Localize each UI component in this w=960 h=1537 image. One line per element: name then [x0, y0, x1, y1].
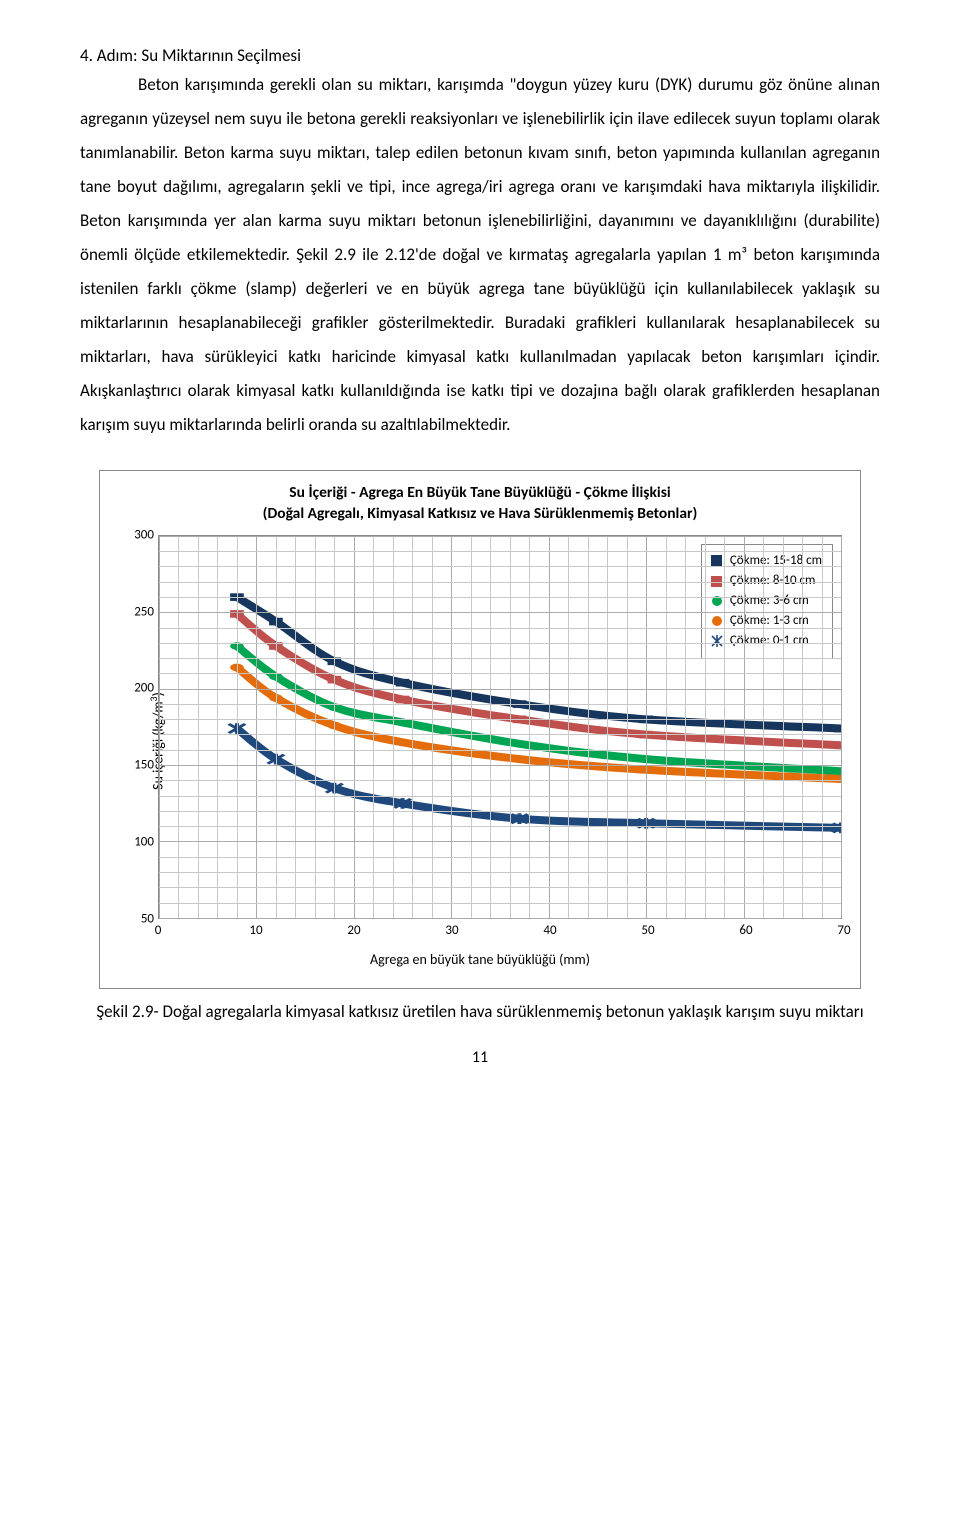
- x-tick: 40: [543, 923, 556, 938]
- y-tick: 250: [132, 604, 154, 619]
- x-tick: 10: [249, 923, 262, 938]
- y-tick: 50: [132, 911, 154, 926]
- legend-item: Çökme: 0-1 cm: [710, 631, 822, 651]
- plot-inner: Çökme: 15-18 cmÇökme: 8-10 cmÇökme: 3-6 …: [158, 535, 842, 919]
- y-tick: 100: [132, 835, 154, 850]
- y-tick: 150: [132, 758, 154, 773]
- legend-item: Çökme: 3-6 cm: [710, 591, 822, 611]
- x-tick: 70: [837, 923, 850, 938]
- y-tick: 200: [132, 681, 154, 696]
- chart-container: Su İçeriği - Agrega En Büyük Tane Büyükl…: [99, 470, 861, 989]
- legend-marker-icon: [710, 634, 724, 648]
- figure-caption: Şekil 2.9- Doğal agregalarla kimyasal ka…: [80, 999, 880, 1025]
- page-number: 11: [80, 1048, 880, 1067]
- x-tick: 50: [641, 923, 654, 938]
- x-tick: 20: [347, 923, 360, 938]
- x-tick: 60: [739, 923, 752, 938]
- body-text: Beton karışımında gerekli olan su miktar…: [80, 74, 880, 435]
- body-paragraph: Beton karışımında gerekli olan su miktar…: [80, 68, 880, 442]
- x-tick: 30: [445, 923, 458, 938]
- plot-area: Su içeriği (kg/m3) Çökme: 15-18 cmÇökme:…: [110, 531, 850, 951]
- step-title: 4. Adım: Su Miktarının Seçilmesi: [80, 45, 880, 66]
- chart-title-line2: (Doğal Agregalı, Kimyasal Katkısız ve Ha…: [263, 504, 698, 523]
- y-tick: 300: [132, 527, 154, 542]
- legend-marker-icon: [710, 614, 724, 628]
- x-tick: 0: [155, 923, 162, 938]
- x-axis-label: Agrega en büyük tane büyüklüğü (mm): [110, 951, 850, 968]
- chart-title: Su İçeriği - Agrega En Büyük Tane Büyükl…: [110, 483, 850, 525]
- chart-title-line1: Su İçeriği - Agrega En Büyük Tane Büyükl…: [289, 483, 670, 502]
- legend-item: Çökme: 15-18 cm: [710, 551, 822, 571]
- legend: Çökme: 15-18 cmÇökme: 8-10 cmÇökme: 3-6 …: [701, 544, 833, 659]
- legend-label: Çökme: 0-1 cm: [730, 631, 809, 651]
- legend-label: Çökme: 3-6 cm: [730, 591, 809, 611]
